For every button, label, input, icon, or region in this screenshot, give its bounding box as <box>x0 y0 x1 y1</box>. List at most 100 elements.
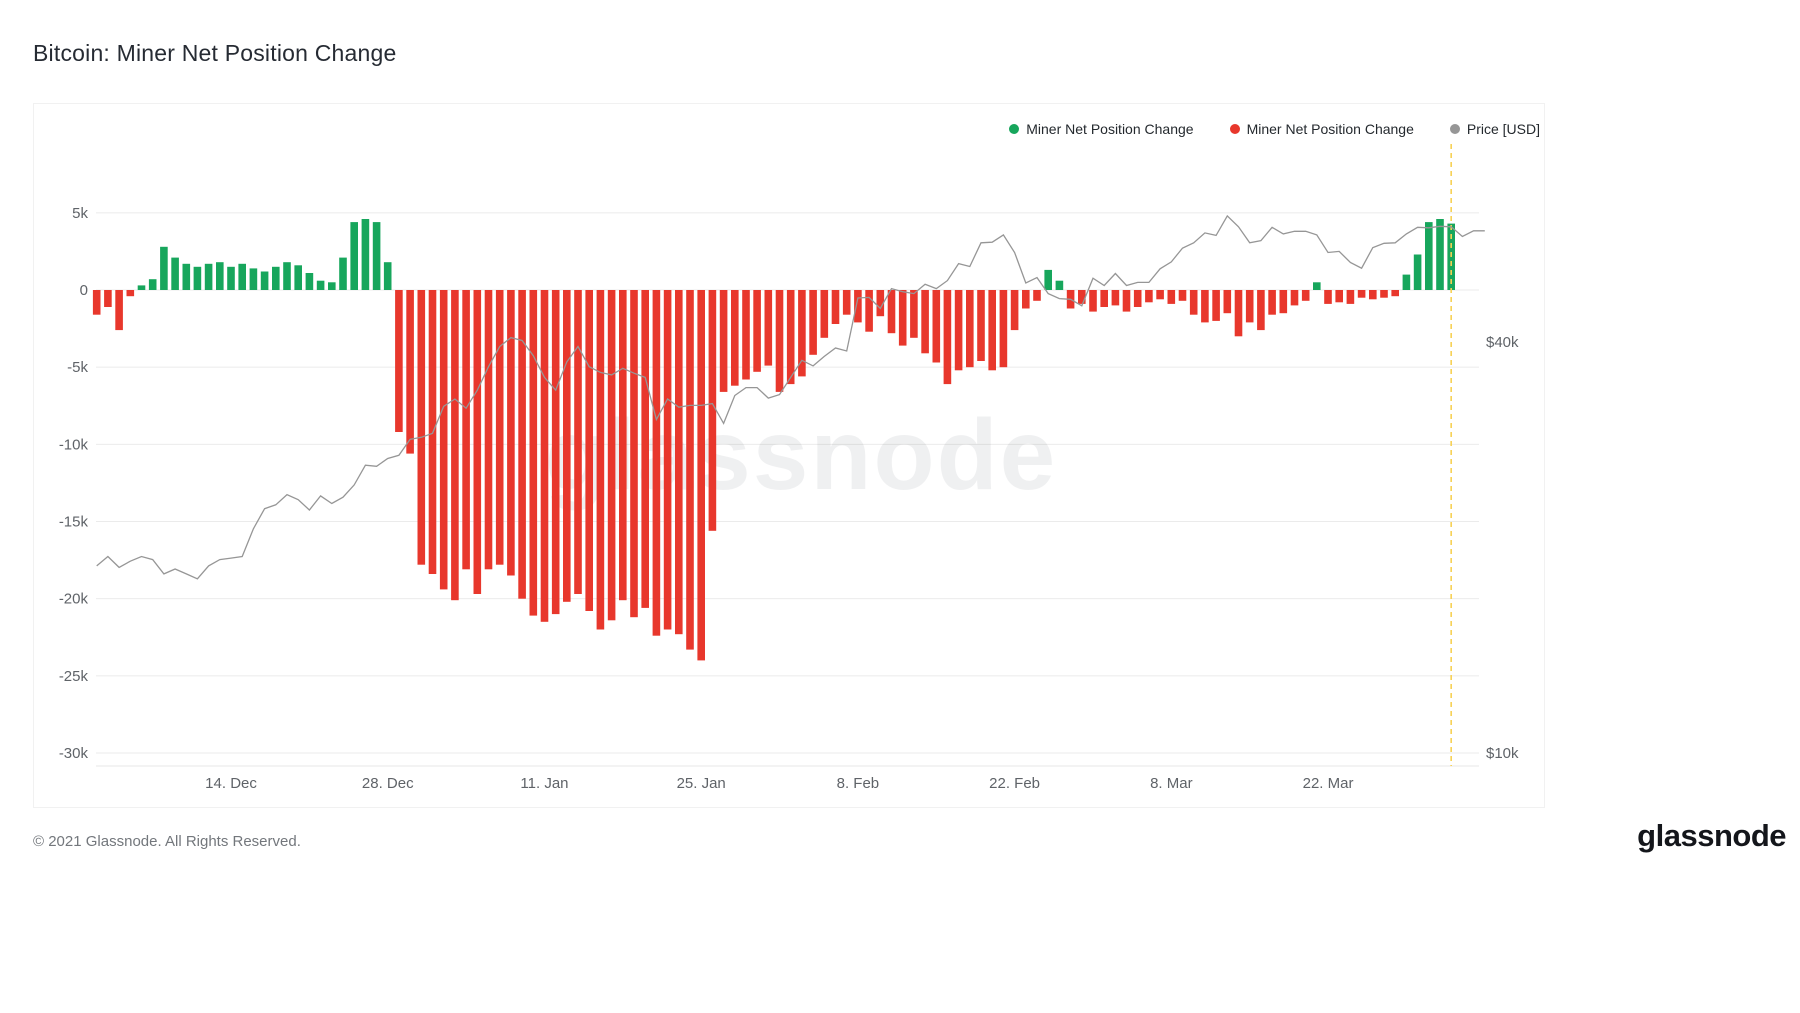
bar[interactable] <box>988 290 996 371</box>
bar[interactable] <box>1122 290 1131 312</box>
bar[interactable] <box>1100 290 1108 307</box>
bar[interactable] <box>249 268 258 290</box>
bar[interactable] <box>193 266 202 290</box>
bar[interactable] <box>1234 290 1243 337</box>
bar[interactable] <box>1133 290 1142 307</box>
bar[interactable] <box>619 290 627 601</box>
bar[interactable] <box>1290 290 1299 306</box>
bar[interactable] <box>820 290 829 338</box>
bar[interactable] <box>361 219 370 290</box>
bar[interactable] <box>921 290 929 354</box>
bar[interactable] <box>1425 222 1433 290</box>
bar[interactable] <box>977 290 985 361</box>
bar[interactable] <box>238 263 246 290</box>
bar[interactable] <box>1033 290 1041 301</box>
bar[interactable] <box>932 290 941 363</box>
bar[interactable] <box>731 290 739 386</box>
bar[interactable] <box>1436 219 1444 290</box>
bar[interactable] <box>842 290 851 315</box>
bar[interactable] <box>854 290 862 323</box>
bar[interactable] <box>585 290 593 611</box>
bar[interactable] <box>104 290 112 307</box>
bar[interactable] <box>1402 274 1411 290</box>
bar[interactable] <box>966 290 974 368</box>
bar[interactable] <box>1313 282 1321 290</box>
bar[interactable] <box>283 262 291 290</box>
bar[interactable] <box>227 266 235 290</box>
legend-item-miner-net-position-positive[interactable]: Miner Net Position Change <box>1009 121 1194 137</box>
bar[interactable] <box>417 290 426 565</box>
bar[interactable] <box>316 280 325 290</box>
bar[interactable] <box>395 290 403 432</box>
bar[interactable] <box>675 290 683 635</box>
bar[interactable] <box>1044 269 1052 290</box>
bar[interactable] <box>865 290 873 332</box>
bar[interactable] <box>1335 290 1343 303</box>
bar[interactable] <box>204 263 213 290</box>
bar[interactable] <box>1279 290 1288 314</box>
bar[interactable] <box>630 290 638 618</box>
bar[interactable] <box>182 263 191 290</box>
bar[interactable] <box>1301 290 1310 301</box>
bar[interactable] <box>1346 290 1355 304</box>
bar[interactable] <box>294 265 302 290</box>
bar[interactable] <box>507 290 515 576</box>
bar[interactable] <box>1369 290 1377 300</box>
bar[interactable] <box>786 290 795 385</box>
bar[interactable] <box>439 290 448 590</box>
bar[interactable] <box>137 285 146 290</box>
bar[interactable] <box>1257 290 1265 331</box>
bar[interactable] <box>1145 290 1153 303</box>
bar[interactable] <box>260 271 269 291</box>
bar[interactable] <box>1391 290 1399 297</box>
bar[interactable] <box>1268 290 1276 315</box>
legend-item-price-usd[interactable]: Price [USD] <box>1449 121 1540 137</box>
bar[interactable] <box>663 290 672 630</box>
bar[interactable] <box>451 290 459 601</box>
bar[interactable] <box>1055 280 1064 290</box>
bar[interactable] <box>1010 290 1019 331</box>
legend-item-miner-net-position-negative[interactable]: Miner Net Position Change <box>1229 121 1414 137</box>
bar[interactable] <box>216 262 224 290</box>
bar[interactable] <box>529 290 538 616</box>
bar[interactable] <box>764 290 773 366</box>
bar[interactable] <box>495 290 504 565</box>
bar[interactable] <box>943 290 952 385</box>
bar[interactable] <box>876 290 885 317</box>
bar[interactable] <box>1357 290 1366 298</box>
bar[interactable] <box>887 290 896 334</box>
bar[interactable] <box>641 290 649 608</box>
bar[interactable] <box>563 290 571 602</box>
bar[interactable] <box>473 290 482 594</box>
bar[interactable] <box>831 290 840 324</box>
bar[interactable] <box>126 290 135 297</box>
bar[interactable] <box>1189 290 1198 315</box>
bar[interactable] <box>92 290 101 315</box>
bar[interactable] <box>954 290 963 371</box>
bar[interactable] <box>574 290 582 594</box>
bar[interactable] <box>551 290 560 615</box>
bar[interactable] <box>1324 290 1332 304</box>
bar[interactable] <box>462 290 470 570</box>
bar[interactable] <box>148 279 157 290</box>
bar[interactable] <box>708 290 717 531</box>
bar[interactable] <box>753 290 761 372</box>
bar[interactable] <box>1201 290 1209 323</box>
bar[interactable] <box>1223 290 1232 314</box>
bar[interactable] <box>1111 290 1120 306</box>
bar[interactable] <box>171 257 179 290</box>
bar[interactable] <box>999 290 1008 368</box>
bar[interactable] <box>350 222 358 290</box>
bar[interactable] <box>719 290 728 392</box>
glassnode-logo[interactable]: glassnode <box>1637 818 1786 853</box>
bar[interactable] <box>1245 290 1254 323</box>
bar[interactable] <box>372 222 381 290</box>
bar[interactable] <box>1380 290 1388 298</box>
bar[interactable] <box>798 290 806 377</box>
bar[interactable] <box>406 290 414 454</box>
bar[interactable] <box>596 290 605 630</box>
bar[interactable] <box>775 290 784 392</box>
bar[interactable] <box>809 290 817 355</box>
bar[interactable] <box>160 246 168 290</box>
bar[interactable] <box>540 290 549 622</box>
